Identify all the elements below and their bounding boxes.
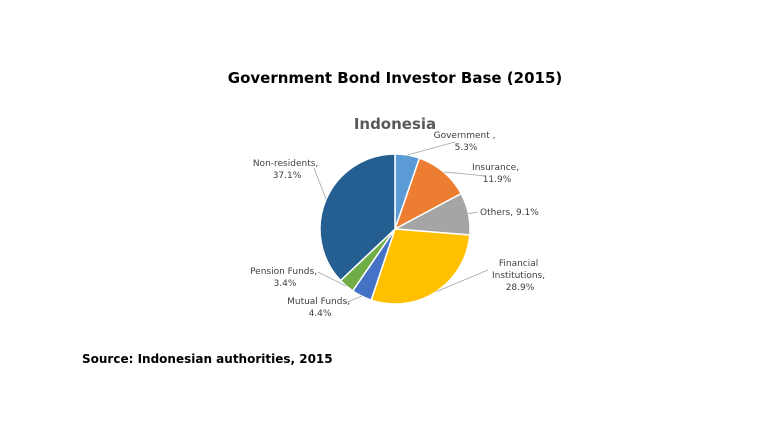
leader-line: [468, 211, 479, 215]
pie-slice-financial-institutions: [370, 228, 471, 305]
pie-slice-non-residents: [319, 153, 396, 282]
leader-lines: [313, 141, 489, 304]
leader-line: [313, 167, 327, 200]
slice-label-mutual-funds: Mutual Funds, 4.4%: [287, 297, 353, 319]
chart-title: Indonesia: [354, 115, 436, 133]
leader-line: [436, 269, 489, 292]
leader-line: [407, 141, 456, 156]
slice-label-government: Government , 5.3%: [434, 131, 499, 153]
pie-slices: [319, 153, 471, 305]
slice-label-non-residents: Non-residents, 37.1%: [253, 159, 321, 181]
leader-line: [443, 171, 487, 177]
leader-line: [344, 295, 362, 304]
source-note: Source: Indonesian authorities, 2015: [82, 352, 333, 366]
slice-label-pension-funds: Pension Funds, 3.4%: [250, 267, 320, 289]
slice-label-others: Others, 9.1%: [480, 208, 539, 218]
slice-label-insurance: Insurance, 11.9%: [472, 163, 522, 185]
slice-label-financial-institutions: Financial Institutions, 28.9%: [492, 259, 548, 293]
page-title: Government Bond Investor Base (2015): [227, 69, 563, 87]
leader-line: [317, 271, 347, 287]
